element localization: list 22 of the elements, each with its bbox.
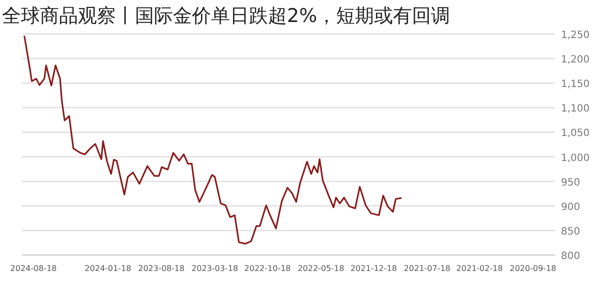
y-tick-label: 850 <box>561 226 580 238</box>
x-tick-label: 2021-12-18 <box>350 264 397 273</box>
y-tick-label: 900 <box>561 202 580 213</box>
x-tick-label: 2024-08-18 <box>10 264 57 273</box>
y-tick-label: 800 <box>561 251 580 262</box>
y-tick-label: 1,250 <box>561 30 590 41</box>
y-tick-label: 1,050 <box>561 128 590 140</box>
x-tick-label: 2020-09-18 <box>510 264 556 273</box>
y-tick-label: 1,000 <box>561 152 590 164</box>
y-tick-label: 1,150 <box>561 79 590 90</box>
chart-title: 全球商品观察丨国际金价单日跌超2%，短期或有回调 <box>2 5 450 27</box>
x-tick-label: 2023-08-18 <box>138 264 185 273</box>
y-tick-label: 1,100 <box>561 104 590 115</box>
x-tick-label: 2024-01-18 <box>84 264 132 273</box>
line-series <box>24 36 402 244</box>
x-tick-label: 2022-05-18 <box>298 264 344 273</box>
x-tick-label: 2021-02-18 <box>456 264 503 273</box>
y-tick-label: 1,200 <box>561 54 590 66</box>
x-tick-label: 2021-07-18 <box>404 264 450 273</box>
x-tick-label: 2023-03-18 <box>192 264 238 273</box>
y-tick-label: 950 <box>561 177 580 188</box>
x-tick-label: 2022-10-18 <box>244 264 291 273</box>
